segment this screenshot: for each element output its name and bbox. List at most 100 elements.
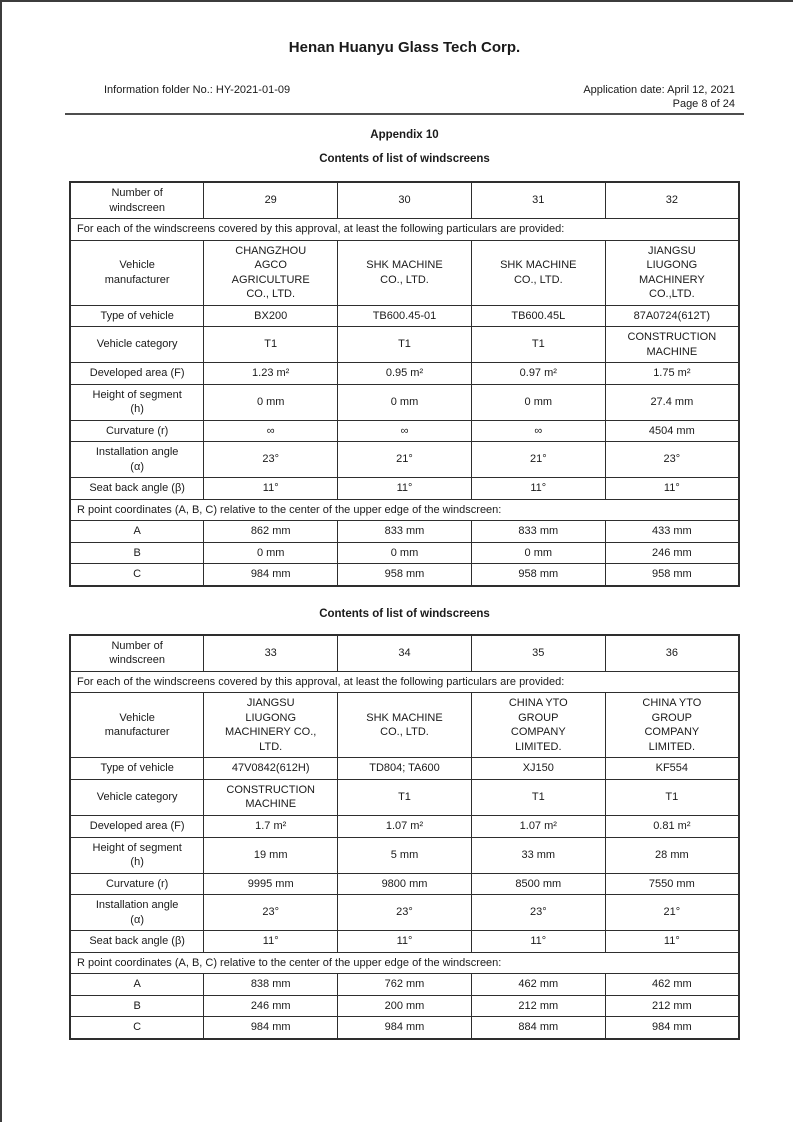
table-cell: 31 [470,181,606,220]
table-cell: 0 mm [470,383,606,421]
row-label: C [69,1016,205,1040]
table-cell: 33 mm [470,836,606,874]
table-cell: 212 mm [470,994,606,1018]
row-label: Curvature (r) [69,872,205,896]
table-cell: 1.07 m² [470,814,606,838]
table-cell: 36 [604,634,740,672]
table-row: Installation angle (α) 23° 21° 21° 23° [69,441,740,479]
table-row: For each of the windscreens covered by t… [69,670,740,694]
table-cell: 1.23 m² [203,362,339,385]
table-cell: SHK MACHINE CO., LTD. [337,239,472,306]
appendix-heading: Appendix 10 [370,129,439,141]
table-cell: 11° [203,477,339,500]
table-cell: 23° [470,894,606,932]
row-label: Installation angle (α) [69,894,205,932]
table-cell: 884 mm [470,1016,606,1040]
row-label: B [69,541,205,565]
table-note: R point coordinates (A, B, C) relative t… [69,951,740,975]
table-cell: 0.95 m² [337,362,472,385]
table-row: Height of segment (h) 0 mm 0 mm 0 mm 27.4 mm [69,383,740,421]
table-cell: JIANGSU LIUGONG MACHINERY CO., LTD. [203,692,339,759]
windscreens-section-29-32: Contents of list of windscreens Number o… [69,152,740,587]
table-row: Number of windscreen 29 30 31 32 [69,181,740,220]
table-cell: CHINA YTO GROUP COMPANY LIMITED. [470,692,606,759]
table-row: Number of windscreen 33 34 35 36 [69,634,740,672]
table-cell: 21° [604,894,740,932]
table-note: R point coordinates (A, B, C) relative t… [69,498,740,522]
windscreens-table-33-36: Number of windscreen 33 34 35 36 For each of … [69,633,740,1040]
table-cell: JIANGSU LIUGONG MACHINERY CO.,LTD. [604,239,740,306]
table-cell: 34 [337,634,472,672]
table-row: Developed area (F) 1.23 m² 0.95 m² 0.97 m² 1… [69,362,740,385]
table-row: A 838 mm 762 mm 462 mm 462 mm [69,973,740,996]
table-cell: 21° [337,441,472,479]
row-label: Vehicle category [69,778,205,816]
table-cell: 11° [470,477,606,500]
table-cell: 5 mm [337,836,472,874]
table-row: C 984 mm 984 mm 884 mm 984 mm [69,1016,740,1040]
table-row: Seat back angle (β) 11° 11° 11° 11° [69,930,740,953]
row-label: A [69,973,205,996]
table-row: B 246 mm 200 mm 212 mm 212 mm [69,994,740,1018]
table-row: Vehicle manufacturer CHANGZHOU AGCO AGRIC… [69,239,740,306]
page-number-row: Page 8 of 24 [69,97,740,111]
table-cell: 838 mm [203,973,339,996]
header-rule [65,113,744,115]
application-date: Application date: April 12, 2021 [583,84,735,96]
table-row: A 862 mm 833 mm 833 mm 433 mm [69,520,740,543]
header-meta-row: Information folder No.: HY-2021-01-09 Ap… [69,83,740,97]
table-cell: CONSTRUCTION MACHINE [604,326,740,364]
row-label: Type of vehicle [69,757,205,780]
row-label: Developed area (F) [69,362,205,385]
row-label: Seat back angle (β) [69,930,205,953]
table-cell: 0 mm [337,541,472,565]
table-cell: 212 mm [604,994,740,1018]
table-cell: 4504 mm [604,419,740,443]
table-cell: TD804; TA600 [337,757,472,780]
table-cell: 11° [604,930,740,953]
table-cell: 958 mm [604,563,740,587]
table-cell: 200 mm [337,994,472,1018]
table-cell: 1.75 m² [604,362,740,385]
table-cell: 0 mm [203,541,339,565]
table-cell: 958 mm [337,563,472,587]
table-row: Vehicle category T1 T1 T1 CONSTRUCTION MACHI… [69,326,740,364]
row-label: Vehicle manufacturer [69,239,205,306]
table-note: For each of the windscreens covered by t… [69,218,740,241]
table-row: Height of segment (h) 19 mm 5 mm 33 mm 28 mm [69,836,740,874]
table-cell: 35 [470,634,606,672]
table-cell: T1 [470,326,606,364]
row-label: Vehicle manufacturer [69,692,205,759]
windscreens-section-33-36: Contents of list of windscreens Number o… [69,607,740,1040]
table-cell: XJ150 [470,757,606,780]
info-folder-number: Information folder No.: HY-2021-01-09 [104,84,291,96]
table-cell: TB600.45-01 [337,304,472,328]
table-cell: 0 mm [470,541,606,565]
table-cell: CHANGZHOU AGCO AGRICULTURE CO., LTD. [203,239,339,306]
table-note: For each of the windscreens covered by t… [69,670,740,694]
table-cell: T1 [337,326,472,364]
table-row: R point coordinates (A, B, C) relative t… [69,498,740,522]
table-cell: 833 mm [337,520,472,543]
table-cell: 246 mm [604,541,740,565]
page-title: Henan Huanyu Glass Tech Corp. [288,39,521,56]
table-cell: 23° [203,894,339,932]
table-cell: 984 mm [203,563,339,587]
row-label: A [69,520,205,543]
table-cell: 9995 mm [203,872,339,896]
table-cell: 0.97 m² [470,362,606,385]
table-cell: 11° [470,930,606,953]
table-cell: 7550 mm [604,872,740,896]
windscreens-table-29-32: Number of windscreen 29 30 31 32 For each of … [69,181,740,587]
table-cell: 23° [604,441,740,479]
table-cell: SHK MACHINE CO., LTD. [337,692,472,759]
table-cell: T1 [604,778,740,816]
table-cell: CONSTRUCTION MACHINE [203,778,339,816]
table-cell: T1 [337,778,472,816]
table-cell: 11° [604,477,740,500]
table-row: R point coordinates (A, B, C) relative t… [69,951,740,975]
table-cell: 28 mm [604,836,740,874]
table-row: Type of vehicle 47V0842(612H) TD804; TA600… [69,757,740,780]
table-cell: BX200 [203,304,339,328]
